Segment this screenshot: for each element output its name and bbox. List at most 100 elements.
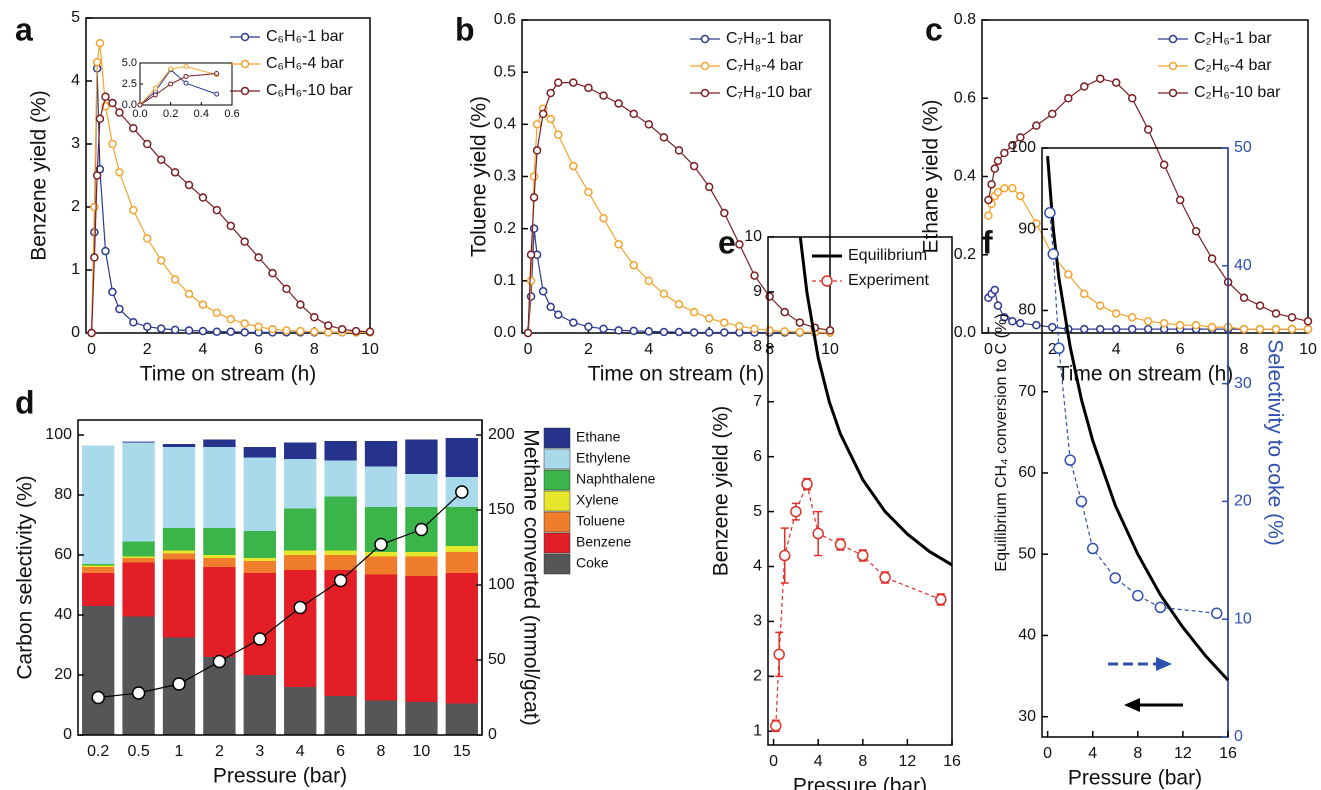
- y2-tick-label: 100: [488, 576, 515, 593]
- data-point: [659, 327, 669, 337]
- data-point: [1287, 324, 1297, 334]
- x-axis-title: Pressure (bar): [793, 775, 927, 790]
- x-tick-label: 0.2: [87, 743, 109, 760]
- data-point: [198, 300, 208, 309]
- data-point: [1207, 322, 1217, 332]
- data-point: [553, 130, 563, 140]
- legend-label: Experiment: [848, 272, 929, 289]
- y-tick-label: 8: [753, 338, 762, 355]
- panel: d 0 20 40 60 80 100 0 50 100 150 200 0.2 0.5 1 2 3 4 6 8 10 1…: [14, 384, 656, 787]
- data-point: [1175, 195, 1185, 205]
- y-tick-label: 80: [54, 486, 72, 503]
- bar-segment: [405, 702, 438, 735]
- bar-segment: [445, 546, 478, 552]
- bar-segment: [445, 438, 478, 477]
- x-tick-label: 2: [1048, 341, 1057, 358]
- data-point: [268, 324, 277, 334]
- data-point: [212, 654, 227, 669]
- data-point: [1111, 324, 1121, 334]
- data-point: [310, 327, 319, 336]
- data-point: [115, 304, 124, 314]
- x-tick-label: 8: [858, 753, 867, 770]
- data-point: [546, 302, 555, 312]
- bar-segment: [324, 550, 357, 555]
- data-point: [750, 271, 759, 280]
- data-point: [1255, 324, 1265, 334]
- data-point: [131, 686, 146, 700]
- legend-label: C₆H₆-4 bar: [266, 55, 344, 72]
- legend-label: C₇H₈-4 bar: [726, 57, 804, 74]
- x-tick-label: 12: [898, 753, 916, 770]
- x-tick-label: 6: [254, 341, 263, 358]
- data-point: [704, 328, 714, 337]
- legend-marker: [821, 275, 833, 287]
- y-tick-label: 6: [753, 448, 762, 465]
- x-tick-label: 4: [198, 341, 207, 358]
- data-point: [129, 205, 138, 215]
- legend-label: C₆H₆-1 bar: [266, 28, 344, 45]
- y-tick-label: 0.6: [494, 11, 516, 28]
- x-tick-label: 10: [821, 341, 839, 358]
- data-point: [553, 78, 563, 87]
- panel-letter: f: [982, 224, 993, 260]
- data-point: [1016, 133, 1025, 142]
- data-point: [735, 321, 744, 331]
- x-tick-label: 3: [255, 743, 264, 760]
- data-point: [1127, 94, 1137, 103]
- bar-segment: [284, 687, 317, 735]
- data-point: [282, 326, 291, 335]
- bar-segment: [324, 570, 357, 696]
- data-point: [1303, 317, 1313, 326]
- x-tick-label: 8: [765, 341, 774, 358]
- data-point: [156, 256, 166, 265]
- x-tick-label: 8: [1240, 341, 1249, 358]
- x-tick-label: 2: [215, 743, 224, 760]
- data-point: [770, 720, 782, 732]
- data-point: [1086, 542, 1099, 555]
- data-point: [1271, 324, 1281, 334]
- data-point: [599, 91, 608, 100]
- y-tick-label: 1: [753, 722, 762, 739]
- y-tick-label: 90: [1018, 220, 1036, 237]
- bar-segment: [324, 496, 357, 551]
- data-point: [1154, 601, 1167, 614]
- data-point: [351, 326, 361, 336]
- data-point: [95, 114, 105, 124]
- y-tick-label: 3: [753, 613, 762, 630]
- y-axis-title: Benzene yield (%): [28, 90, 51, 260]
- series-line: [1049, 212, 1217, 614]
- y-axis-title: Carbon selectivity (%): [14, 475, 37, 679]
- y-tick-label: 0.0: [954, 324, 976, 341]
- data-point: [108, 287, 117, 297]
- data-point: [1075, 495, 1088, 508]
- data-point: [584, 83, 593, 93]
- x-tick-label: 0: [769, 753, 778, 770]
- data-point: [629, 260, 638, 270]
- legend-label: Naphthalene: [576, 471, 656, 487]
- data-point: [1044, 207, 1056, 219]
- data-point: [1032, 121, 1041, 130]
- data-point: [538, 287, 548, 296]
- y2-tick-label: 200: [488, 426, 515, 443]
- y-axis-title: Toluene yield (%): [468, 96, 491, 257]
- bar-segment: [122, 541, 155, 557]
- data-point: [584, 187, 593, 197]
- data-point: [614, 240, 623, 249]
- y-tick-label: 7: [753, 393, 762, 410]
- legend-label: C₂H₆-4 bar: [1194, 57, 1272, 74]
- inset-y-tick-label: 5.0: [122, 57, 137, 69]
- data-point: [1096, 324, 1105, 334]
- data-point: [801, 478, 813, 490]
- bar-segment: [203, 558, 236, 567]
- data-point: [282, 284, 291, 294]
- inset-y-tick-label: 2.5: [122, 78, 137, 90]
- data-point: [1271, 309, 1281, 318]
- data-point: [1143, 324, 1153, 334]
- legend-swatch: [543, 532, 571, 554]
- x-tick-label: 6: [705, 341, 714, 358]
- panel: a 0 1 2 3 4 5 0 2 4 6 8 10 Time on stream (h) Benzene …: [15, 9, 379, 385]
- bar-segment: [243, 447, 276, 458]
- y2-tick-label: 40: [1234, 257, 1252, 274]
- series-line: [987, 78, 1309, 322]
